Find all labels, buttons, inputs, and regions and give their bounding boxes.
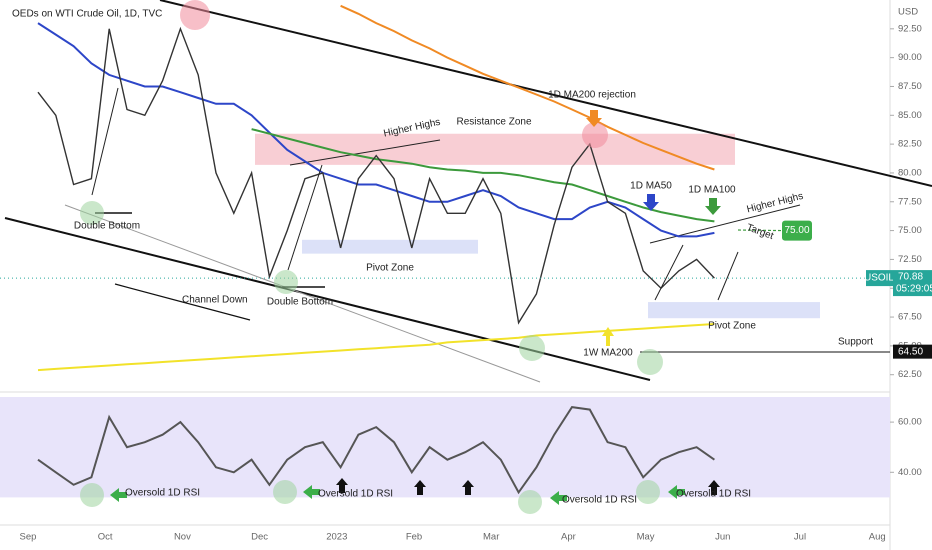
x-tick-label: Aug: [869, 532, 886, 543]
x-tick-label: 2023: [326, 532, 347, 543]
moving-average: [340, 4, 715, 171]
target-box: [782, 220, 812, 241]
x-tick-label: Jun: [715, 532, 730, 543]
highlight-circle: [180, 0, 210, 30]
rsi-circle: [518, 490, 542, 514]
annotation: 1D MA50: [630, 181, 672, 192]
highlight-circle: [637, 349, 663, 375]
target-label: 75.00: [784, 225, 809, 236]
up-arrow: [602, 327, 614, 346]
drawing-line: [287, 164, 323, 271]
annotation: Support: [838, 337, 873, 348]
drawing-line: [737, 229, 783, 232]
down-arrow: [705, 198, 721, 215]
drawing-line: [717, 251, 739, 301]
moving-average: [251, 128, 715, 223]
up-arrow: [414, 480, 426, 495]
drawing-line: [289, 139, 441, 166]
moving-average: [37, 323, 715, 372]
y-tick-label: 40.00: [898, 467, 922, 478]
annotation: Pivot Zone: [708, 321, 756, 332]
y-tick-label: 92.50: [898, 23, 922, 34]
x-tick-label: Feb: [406, 532, 422, 543]
highlight-circle: [80, 201, 104, 225]
left-arrow: [668, 485, 685, 499]
rsi-line: [37, 406, 715, 495]
moving-average: [37, 22, 715, 238]
rsi-circle: [273, 480, 297, 504]
annotation: Oversold 1D RSI: [318, 489, 393, 500]
x-tick-label: Apr: [561, 532, 576, 543]
y-tick-label: 80.00: [898, 167, 922, 178]
drawing-line: [114, 283, 251, 321]
y-tick-label: 67.50: [898, 312, 922, 323]
highlight-circle: [274, 270, 298, 294]
left-arrow: [303, 485, 320, 499]
x-tick-label: Nov: [174, 532, 191, 543]
price-box: [893, 270, 932, 297]
y-tick-label: 82.50: [898, 139, 922, 150]
y-tick-label: 72.50: [898, 254, 922, 265]
price-line: [37, 26, 715, 325]
left-arrow: [550, 491, 567, 505]
y-tick-label: 75.00: [898, 225, 922, 236]
annotation: Resistance Zone: [456, 117, 531, 128]
rsi-circle: [80, 483, 104, 507]
zone: [302, 239, 478, 254]
up-arrow: [336, 478, 348, 493]
x-tick-label: May: [637, 532, 655, 543]
up-arrow: [462, 480, 474, 495]
drawing-line: [654, 244, 684, 301]
chart-title: OEDs on WTI Crude Oil, 1D, TVC: [12, 9, 162, 20]
drawing-line: [64, 204, 541, 383]
annotation: Double Bottom: [74, 221, 140, 232]
annotation: Double Bottom: [267, 297, 333, 308]
y-tick-label: 62.50: [898, 369, 922, 380]
y-tick-label: 90.00: [898, 52, 922, 63]
countdown: 05:29:05: [896, 284, 932, 295]
support-box: [893, 344, 932, 359]
down-arrow: [643, 194, 659, 211]
zone: [255, 133, 735, 165]
x-tick-label: Oct: [98, 532, 113, 543]
rsi-band: [0, 397, 890, 498]
y-tick-label: 77.50: [898, 196, 922, 207]
annotation: 1W MA200: [583, 348, 633, 359]
currency: USD: [898, 7, 918, 18]
annotation: Oversold 1D RSI: [676, 489, 751, 500]
y-tick-label: 87.50: [898, 81, 922, 92]
annotation: 1D MA100: [688, 185, 736, 196]
support-label: 64.50: [898, 346, 923, 357]
drawing-line: [649, 204, 801, 244]
left-arrow: [110, 488, 127, 502]
down-arrow: [586, 110, 602, 127]
x-tick-label: Sep: [20, 532, 37, 543]
drawing-line: [159, 0, 932, 187]
annotation: 1D MA200 rejection: [548, 90, 636, 101]
up-arrow: [708, 480, 720, 495]
highlight-circle: [582, 122, 608, 148]
symbol-box: [866, 270, 893, 287]
y-tick-label: 85.00: [898, 110, 922, 121]
x-tick-label: Mar: [483, 532, 499, 543]
zone: [648, 302, 820, 319]
annotation: Pivot Zone: [366, 263, 414, 274]
highlight-circle: [519, 335, 545, 361]
annotation: Oversold 1D RSI: [562, 495, 637, 506]
last-price: 70.88: [898, 272, 923, 283]
symbol: USOIL: [864, 273, 894, 284]
annotation: Channel Down: [182, 295, 248, 306]
annotation: Oversold 1D RSI: [125, 488, 200, 499]
drawing-line: [91, 87, 119, 196]
y-tick-label: 60.00: [898, 417, 922, 428]
x-tick-label: Jul: [794, 532, 806, 543]
rsi-circle: [636, 480, 660, 504]
x-tick-label: Dec: [251, 532, 268, 543]
